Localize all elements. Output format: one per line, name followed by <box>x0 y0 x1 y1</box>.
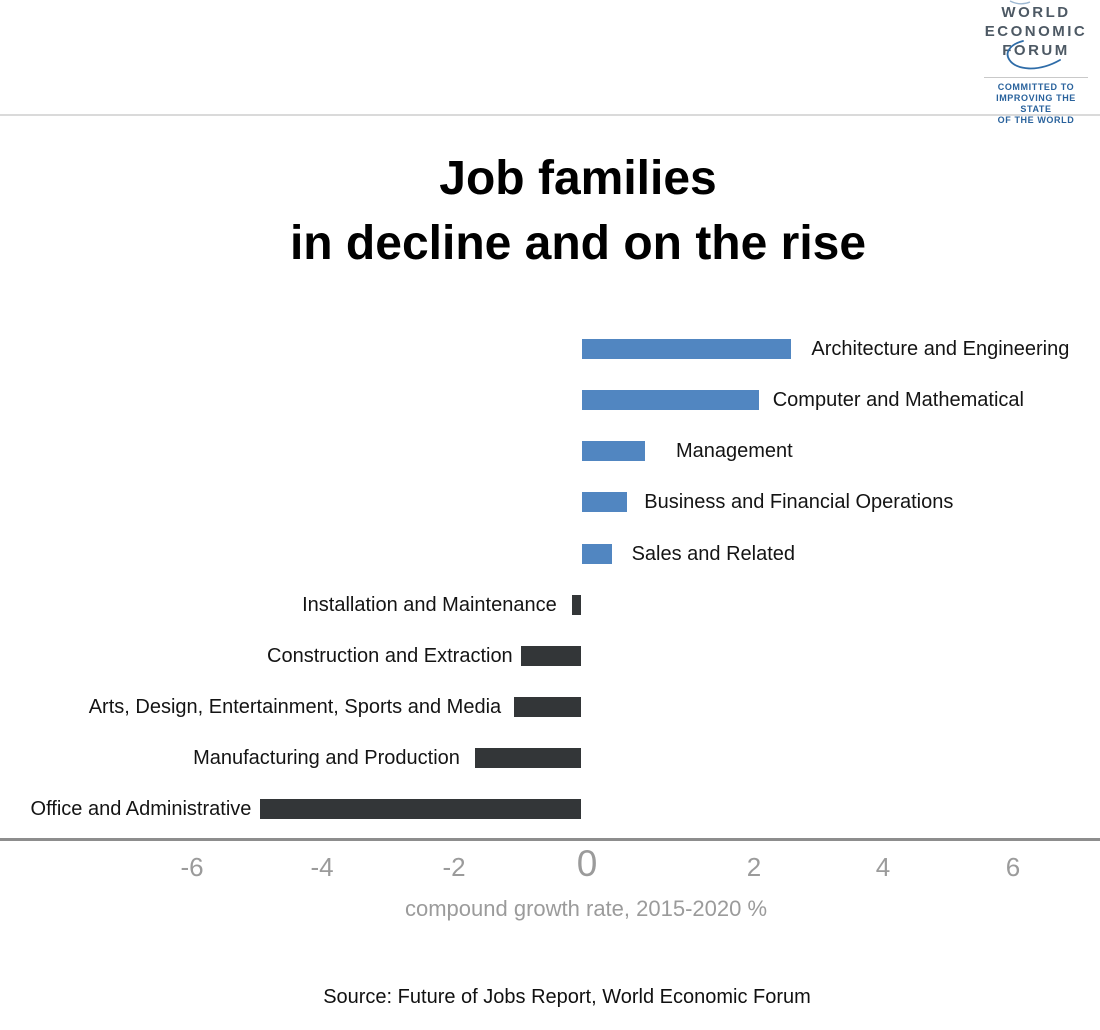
bar-label: Business and Financial Operations <box>644 491 954 513</box>
x-tick-label: 0 <box>576 843 598 884</box>
bar <box>581 492 628 512</box>
x-tick-label: -2 <box>442 852 466 882</box>
wef-logo-word-1: WORLD <box>1001 4 1071 21</box>
wef-logo-word-2: ECONOMIC <box>984 23 1088 40</box>
bar <box>581 339 792 359</box>
x-tick-label: 6 <box>1005 852 1021 882</box>
logo-divider <box>984 77 1088 78</box>
page-title: Job families in decline and on the rise <box>28 146 1100 276</box>
wef-tagline-line-1: COMMITTED TO <box>997 82 1075 92</box>
x-axis-title: compound growth rate, 2015-2020 % <box>404 896 768 921</box>
bar <box>571 595 582 615</box>
wef-tagline: COMMITTED TO IMPROVING THE STATE OF THE … <box>980 82 1092 126</box>
bar-label: Management <box>675 440 793 462</box>
x-tick-label: 2 <box>746 852 762 882</box>
page-title-line-1: Job families <box>439 152 717 205</box>
bar-label: Office and Administrative <box>30 798 252 820</box>
bar <box>260 799 582 819</box>
x-tick-label: -6 <box>180 852 204 882</box>
bar <box>474 748 582 768</box>
wef-tagline-line-3: OF THE WORLD <box>997 115 1075 125</box>
x-tick-label: -4 <box>310 852 334 882</box>
bar-label: Arts, Design, Entertainment, Sports and … <box>88 696 502 718</box>
bar-label: Construction and Extraction <box>267 645 513 667</box>
header-divider <box>0 114 1100 116</box>
bar <box>581 441 645 461</box>
bar <box>581 544 612 564</box>
bar-label: Architecture and Engineering <box>811 338 1070 360</box>
bar <box>520 646 582 666</box>
x-tick-label: 4 <box>875 852 891 882</box>
wef-tagline-line-2: IMPROVING THE STATE <box>996 93 1076 114</box>
bar-label: Manufacturing and Production <box>193 747 460 769</box>
bar-label: Installation and Maintenance <box>302 594 557 616</box>
x-axis-line <box>0 838 1100 841</box>
bar <box>581 390 759 410</box>
page-title-line-2: in decline and on the rise <box>289 217 867 270</box>
bar-label: Computer and Mathematical <box>772 389 1024 411</box>
bar-label: Sales and Related <box>631 543 796 565</box>
source-note: Source: Future of Jobs Report, World Eco… <box>323 986 811 1008</box>
bar <box>514 697 582 717</box>
